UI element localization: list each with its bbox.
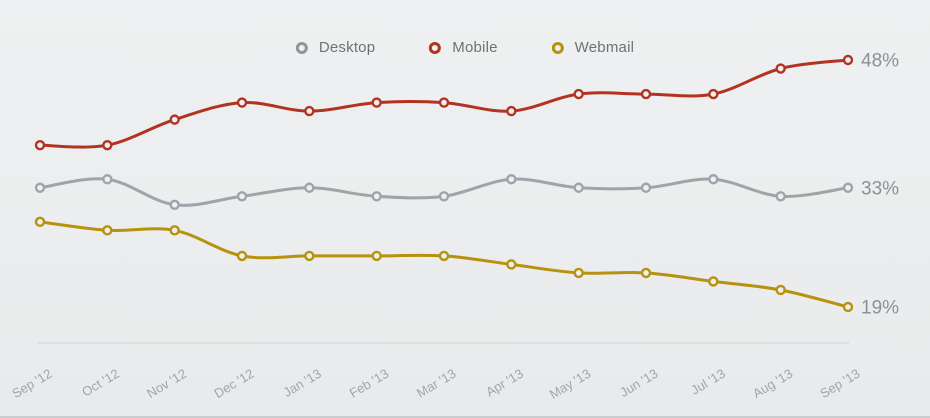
- data-point-desktop: [775, 191, 786, 202]
- data-point-webmail: [438, 250, 450, 262]
- data-point-mobile: [438, 97, 450, 108]
- bottom-edge-divider: [0, 416, 930, 418]
- data-point-webmail: [304, 250, 315, 262]
- data-point-webmail: [102, 225, 113, 236]
- x-axis-label: Nov '12: [144, 366, 189, 401]
- data-point-desktop: [573, 182, 584, 193]
- data-point-mobile: [842, 54, 854, 66]
- data-point-mobile: [102, 139, 113, 151]
- data-point-mobile: [506, 105, 517, 117]
- data-point-mobile: [640, 88, 652, 100]
- data-point-desktop: [438, 191, 450, 202]
- legend-marker-desktop-icon: [295, 41, 308, 54]
- x-axis-label: May '13: [547, 366, 593, 402]
- data-point-desktop: [236, 191, 248, 202]
- data-point-webmail: [371, 250, 382, 262]
- x-axis-label: Aug '13: [750, 366, 795, 401]
- data-point-webmail: [34, 216, 46, 228]
- data-point-mobile: [236, 97, 248, 108]
- x-axis-label: Oct '12: [79, 366, 122, 400]
- end-label-webmail: 19%: [861, 298, 899, 319]
- legend-label-desktop: Desktop: [318, 39, 376, 56]
- data-point-webmail: [640, 267, 652, 279]
- legend-marker-mobile-icon: [429, 41, 442, 54]
- data-point-mobile: [34, 139, 46, 151]
- data-point-webmail: [775, 284, 786, 296]
- data-point-desktop: [102, 174, 113, 185]
- chart-legend: Desktop Mobile Webmail: [295, 39, 635, 56]
- x-axis-label: Jan '13: [281, 366, 324, 400]
- data-point-desktop: [842, 182, 854, 193]
- x-axis-label: Feb '13: [347, 366, 392, 401]
- end-label-mobile: 48%: [861, 51, 899, 72]
- data-point-mobile: [371, 97, 382, 108]
- x-axis-label: Sep '13: [817, 366, 862, 401]
- legend-item-desktop[interactable]: Desktop: [295, 39, 376, 56]
- legend-marker-webmail-icon: [551, 41, 564, 54]
- data-point-desktop: [169, 199, 180, 210]
- data-point-desktop: [506, 174, 517, 185]
- legend-label-mobile: Mobile: [452, 39, 498, 56]
- data-point-mobile: [708, 88, 719, 100]
- data-point-webmail: [842, 301, 854, 313]
- x-axis-label: Dec '12: [211, 366, 256, 401]
- x-axis-label: Jul '13: [688, 366, 728, 398]
- data-point-webmail: [236, 250, 248, 262]
- data-point-webmail: [169, 225, 180, 236]
- legend-label-webmail: Webmail: [574, 39, 635, 56]
- data-point-desktop: [371, 191, 382, 202]
- x-axis-label: Mar '13: [414, 366, 459, 401]
- data-point-desktop: [34, 182, 46, 193]
- data-point-webmail: [708, 276, 719, 287]
- data-point-webmail: [506, 259, 517, 270]
- data-point-desktop: [640, 182, 652, 193]
- data-point-mobile: [775, 63, 786, 74]
- data-point-mobile: [573, 88, 584, 100]
- x-axis-label: Apr '13: [483, 366, 526, 400]
- series-line-webmail: [38, 220, 850, 309]
- x-axis-label: Sep '12: [9, 366, 54, 401]
- legend-item-webmail[interactable]: Webmail: [551, 39, 635, 56]
- x-axis-label: Jun '13: [617, 366, 660, 400]
- data-point-mobile: [169, 114, 180, 125]
- end-label-desktop: 33%: [861, 178, 899, 199]
- data-point-desktop: [708, 174, 719, 185]
- data-point-mobile: [304, 105, 315, 117]
- data-point-desktop: [304, 182, 315, 193]
- data-point-webmail: [573, 267, 584, 279]
- legend-item-mobile[interactable]: Mobile: [429, 39, 497, 56]
